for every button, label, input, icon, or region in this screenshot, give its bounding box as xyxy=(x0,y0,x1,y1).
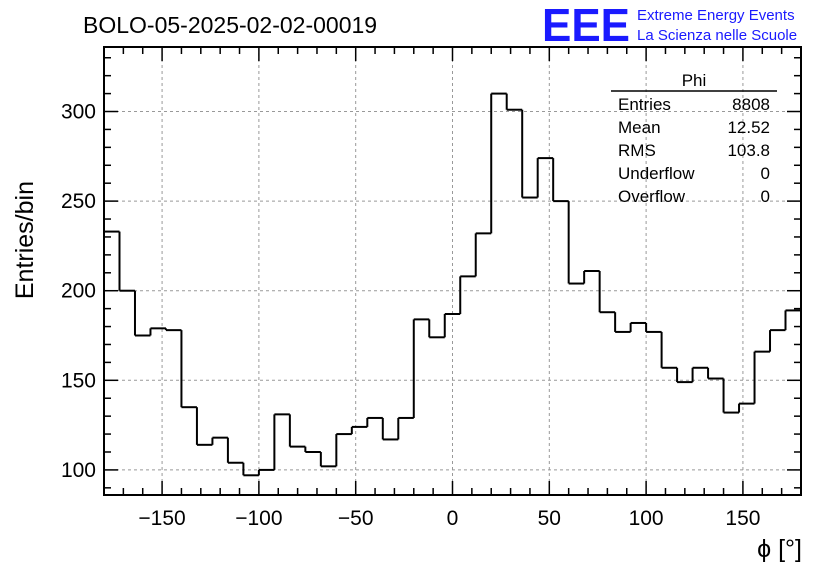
logo-line-2: La Scienza nelle Scuole xyxy=(637,27,797,44)
x-tick-label: −150 xyxy=(138,507,185,530)
histogram xyxy=(104,92,801,477)
x-tick-label: 100 xyxy=(629,507,664,530)
logo: EEE Extreme Energy Events La Scienza nel… xyxy=(542,0,797,51)
logo-line-1: Extreme Energy Events xyxy=(637,7,795,24)
y-tick-label: 250 xyxy=(61,190,96,213)
stats-value: 0 xyxy=(761,164,770,183)
stats-label: Underflow xyxy=(618,164,695,183)
stats-value: 103.8 xyxy=(727,141,770,160)
stats-label: Mean xyxy=(618,118,661,137)
x-tick-label: 50 xyxy=(538,507,561,530)
y-tick-label: 100 xyxy=(61,459,96,482)
x-tick-label: −100 xyxy=(235,507,282,530)
x-tick-label: 0 xyxy=(447,507,459,530)
stats-label: Overflow xyxy=(618,187,686,206)
tick-labels: −150 −100 −50 0 50 100 150 100 150 200 250 300 xyxy=(61,101,760,530)
y-tick-label: 200 xyxy=(61,280,96,303)
x-tick-label: −50 xyxy=(338,507,374,530)
stats-box: Phi Entries 8808 Mean 12.52 RMS 103.8 Underflo… xyxy=(611,71,777,206)
x-axis-label: ϕ [°] xyxy=(757,535,802,563)
stats-value: 8808 xyxy=(732,95,770,114)
axis-ticks xyxy=(103,47,802,495)
grid xyxy=(104,47,801,495)
y-tick-label: 150 xyxy=(61,369,96,392)
chart-title: BOLO-05-2025-02-02-00019 xyxy=(83,12,377,38)
stats-value: 0 xyxy=(761,187,770,206)
stats-label: RMS xyxy=(618,141,656,160)
y-tick-label: 300 xyxy=(61,101,96,124)
stats-value: 12.52 xyxy=(727,118,770,137)
stats-label: Entries xyxy=(618,95,671,114)
logo-text: EEE xyxy=(542,0,630,51)
stats-title: Phi xyxy=(682,71,707,90)
x-tick-label: 150 xyxy=(725,507,760,530)
y-axis-label: Entries/bin xyxy=(11,181,39,299)
